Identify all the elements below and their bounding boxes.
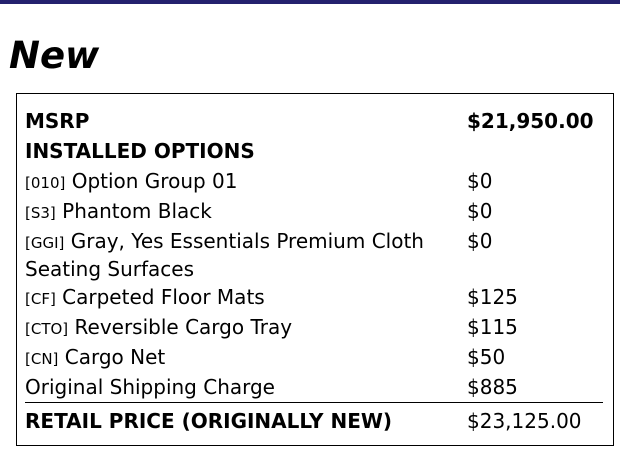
msrp-label: MSRP <box>25 109 90 133</box>
option-price: $125 <box>467 285 518 309</box>
option-name: Phantom Black <box>62 199 212 223</box>
option-code: [CF] <box>25 290 56 308</box>
header-bar <box>0 0 620 4</box>
page-title: New <box>9 34 100 77</box>
option-code: [S3] <box>25 204 56 222</box>
total-divider <box>25 402 603 403</box>
price-sticker: MSRP $21,950.00 INSTALLED OPTIONS [010] … <box>16 93 614 446</box>
option-price: $50 <box>467 345 506 369</box>
retail-label: RETAIL PRICE (ORIGINALLY NEW) <box>25 409 393 433</box>
shipping-value: $885 <box>467 375 518 399</box>
option-name: Carpeted Floor Mats <box>62 285 265 309</box>
option-name: Option Group 01 <box>71 169 238 193</box>
option-code: [CTO] <box>25 320 69 338</box>
installed-options-label: INSTALLED OPTIONS <box>25 139 255 163</box>
retail-value: $23,125.00 <box>467 409 582 433</box>
msrp-value: $21,950.00 <box>467 109 594 133</box>
option-name: Cargo Net <box>64 345 166 369</box>
option-name: Gray, Yes Essentials Premium Cloth Seati… <box>25 229 424 281</box>
option-name: Reversible Cargo Tray <box>74 315 293 339</box>
option-price: $0 <box>467 199 493 223</box>
option-code: [CN] <box>25 350 59 368</box>
option-code: [010] <box>25 174 66 192</box>
option-code: [GGI] <box>25 234 65 252</box>
shipping-label: Original Shipping Charge <box>25 375 275 399</box>
option-price: $115 <box>467 315 518 339</box>
option-price: $0 <box>467 229 493 253</box>
option-price: $0 <box>467 169 493 193</box>
